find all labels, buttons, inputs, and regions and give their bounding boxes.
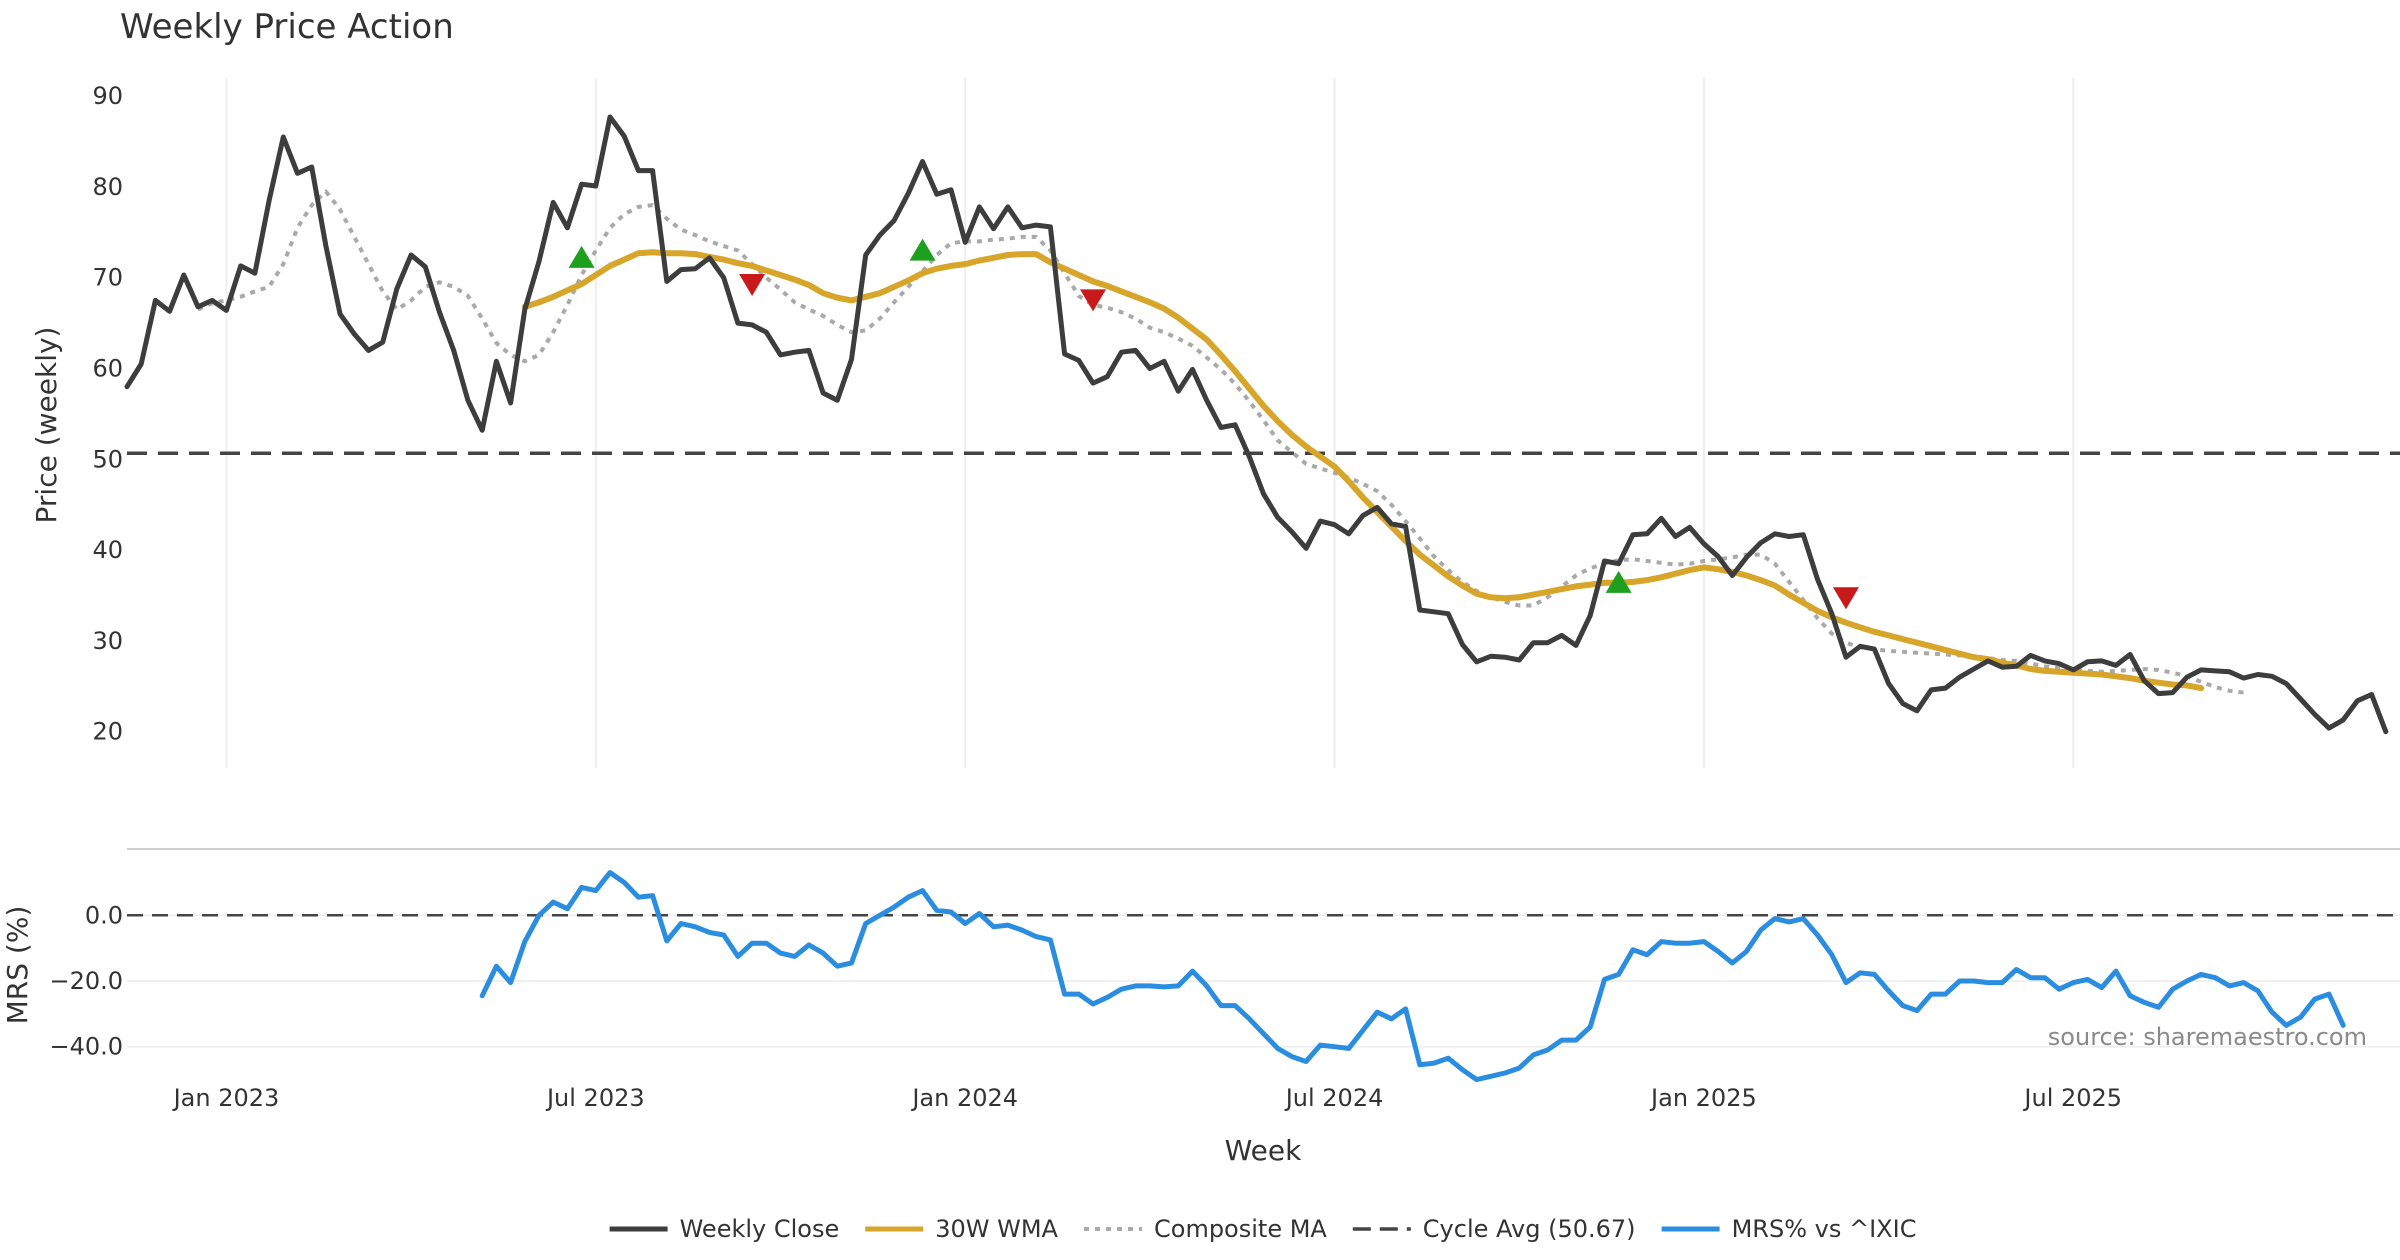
price-series-group [124,114,2389,735]
sell-signal-marker [1080,289,1107,312]
price-y-tick-label: 80 [92,173,123,201]
legend-label: 30W WMA [935,1215,1058,1243]
x-tick-label: Jul 2024 [1284,1084,1384,1112]
x-tick-label: Jul 2023 [545,1084,645,1112]
legend-item: Weekly Close [609,1215,840,1243]
price-y-axis-label: Price (weekly) [30,327,63,524]
price-y-tick-label: 60 [92,355,123,383]
legend-label: Composite MA [1154,1215,1327,1243]
x-axis-label: Week [1225,1134,1302,1167]
series-composite-ma [197,189,2244,695]
x-tick-label: Jul 2025 [2022,1084,2122,1112]
mrs-series-group [479,870,2346,1083]
price-y-axis: 20 30 40 50 60 70 80 90 [92,82,123,746]
legend-item: MRS% vs ^IXIC [1661,1215,1917,1243]
price-y-tick-label: 30 [92,627,123,655]
mrs-y-tick-label: −40.0 [49,1033,123,1061]
legend-item: Cycle Avg (50.67) [1352,1215,1636,1243]
x-tick-label: Jan 2025 [1649,1084,1757,1112]
buy-signal-marker [568,245,595,268]
legend-label: Weekly Close [680,1215,840,1243]
price-gridlines [225,78,2075,768]
chart-title: Weekly Price Action [120,7,454,47]
price-y-tick-label: 50 [92,445,123,473]
series-weekly-close [124,114,2389,735]
mrs-y-tick-label: −20.0 [49,967,123,995]
mrs-y-tick-label: 0.0 [85,901,123,929]
price-y-tick-label: 40 [92,536,123,564]
series-30w-wma [521,249,2205,692]
legend-item: 30W WMA [865,1215,1059,1243]
legend-item: Composite MA [1084,1215,1327,1243]
mrs-y-axis: 0.0 −20.0 −40.0 [49,901,123,1060]
buy-signal-marker [1605,570,1632,593]
mrs-y-axis-label: MRS (%) [1,906,34,1025]
sell-signal-marker [1832,587,1859,610]
legend-label: Cycle Avg (50.67) [1423,1215,1636,1243]
price-y-tick-label: 20 [92,718,123,746]
price-y-tick-label: 70 [92,264,123,292]
source-note: source: sharemaestro.com [2048,1023,2367,1051]
series-mrs-vs-ixic [479,870,2346,1083]
legend-label: MRS% vs ^IXIC [1732,1215,1917,1243]
buy-signal-marker [909,238,936,261]
price-y-tick-label: 90 [92,82,123,110]
x-tick-label: Jan 2023 [172,1084,280,1112]
chart-legend: Weekly Close 30W WMA Composite MA Cycle Avg… [609,1215,1917,1243]
x-axis: Jan 2023 Jul 2023 Jan 2024 Jul 2024 Jan 2025… [172,1084,2123,1112]
x-tick-label: Jan 2024 [910,1084,1018,1112]
sell-signal-marker [739,274,766,296]
signal-markers [568,238,1859,610]
